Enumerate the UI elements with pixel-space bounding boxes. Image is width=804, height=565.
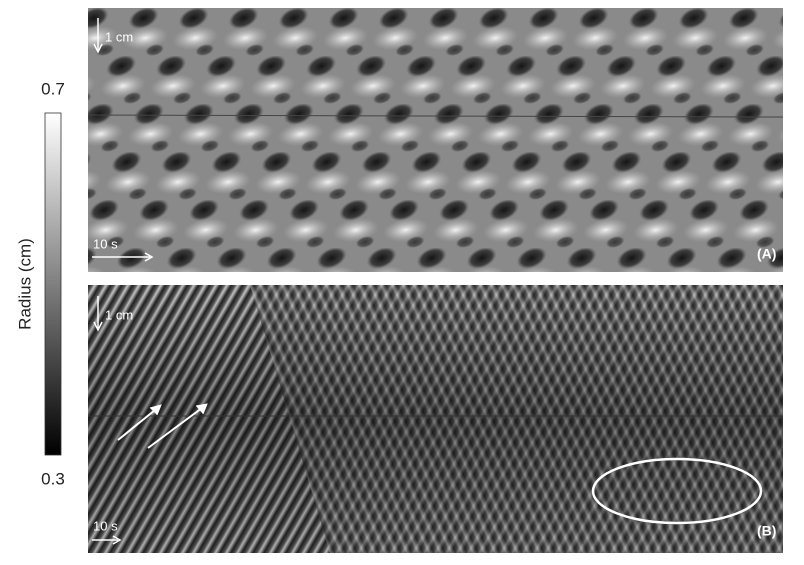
colorbar-max: 0.7 [41, 79, 65, 98]
annotation-arrow-head [195, 403, 208, 415]
time-scale-label: 10 s [93, 236, 118, 251]
panel-tag: (A) [757, 246, 776, 262]
panel-tag: (B) [757, 523, 776, 539]
annotation-arrow [117, 405, 161, 441]
annotation-arrow-head [149, 404, 162, 416]
time-scale-label: 10 s [93, 518, 118, 533]
scale-arrow-head [93, 43, 103, 54]
panel-a-image [88, 8, 783, 272]
colorbar-label: Radius (cm) [15, 238, 34, 330]
space-scale-label: 1 cm [105, 307, 133, 322]
colorbar-min: 0.3 [41, 469, 65, 488]
time-arrow-head [144, 252, 154, 262]
colorbar [44, 112, 62, 456]
annotation-arrow [147, 404, 207, 449]
scale-arrow-head [93, 321, 103, 332]
panel-b-image [88, 285, 783, 553]
highlight-ellipse [591, 457, 763, 525]
space-scale-label: 1 cm [105, 29, 133, 44]
time-arrow-head [112, 535, 122, 545]
